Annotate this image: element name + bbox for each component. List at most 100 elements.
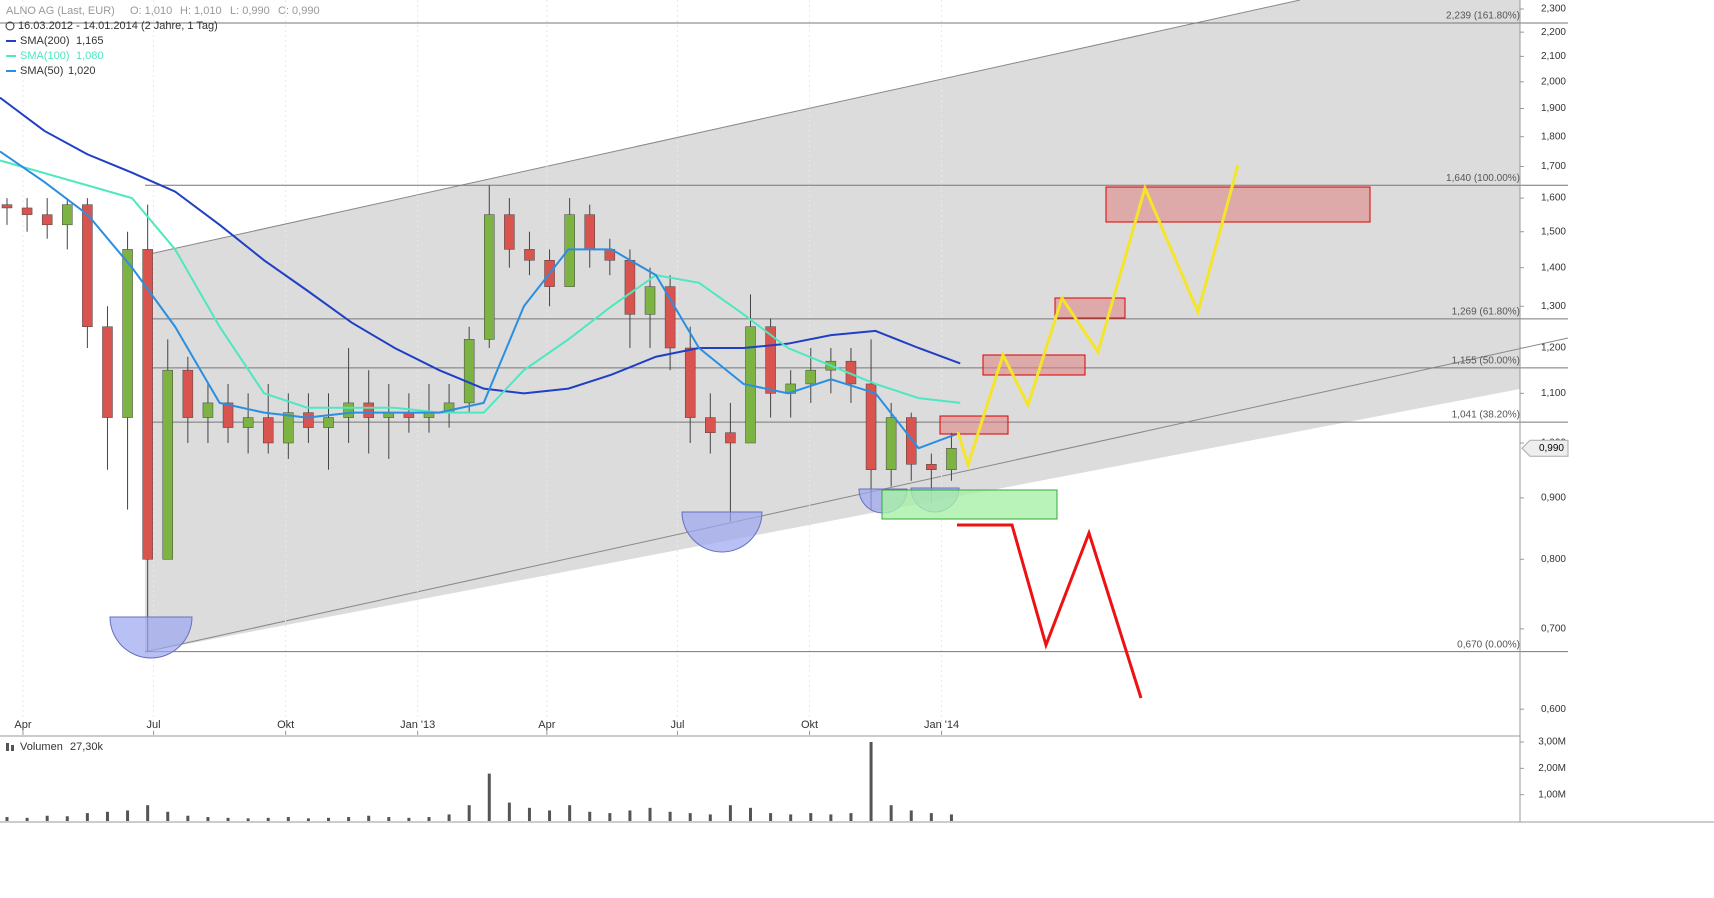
- ohlc: H: 1,010: [180, 5, 222, 17]
- volume-bar: [45, 815, 49, 821]
- candle-body: [323, 417, 334, 428]
- legend-label: SMA(100): [20, 50, 70, 62]
- candle-body: [905, 417, 917, 465]
- fib-label: 0,670 (0.00%): [1457, 639, 1520, 650]
- volume-bar: [467, 805, 471, 821]
- support-arc: [681, 511, 763, 553]
- y-tick-label: 0,800: [1541, 554, 1566, 565]
- candle-body: [262, 417, 274, 444]
- volume-bar: [628, 810, 632, 821]
- candle-body: [122, 249, 133, 418]
- volume-icon: [11, 745, 14, 751]
- volume-bar: [447, 814, 451, 821]
- volume-bar: [929, 813, 933, 821]
- volume-bar: [226, 817, 230, 821]
- volume-bar: [206, 817, 210, 821]
- volume-bar: [568, 805, 572, 821]
- channel-lower: [144, 337, 1569, 653]
- x-tick-label: Apr: [14, 719, 31, 731]
- ohlc: C: 0,990: [278, 5, 320, 17]
- header: ALNO AG (Last, EUR) O: 1,010 H: 1,010 L:…: [5, 5, 320, 32]
- candle-body: [684, 347, 696, 418]
- volume-bar: [166, 811, 170, 821]
- fib-label: 1,640 (100.00%): [1446, 173, 1520, 184]
- legend-value: 1,080: [76, 50, 104, 62]
- fib-label: 2,239 (161.80%): [1446, 11, 1520, 22]
- candle-body: [584, 214, 595, 250]
- volume-bar: [387, 817, 391, 821]
- y-tick-label: 2,000: [1541, 76, 1566, 87]
- y-tick-label: 1,400: [1541, 262, 1566, 273]
- volume-bar: [869, 742, 873, 821]
- sma-line: [0, 96, 961, 395]
- clock-icon: [5, 21, 15, 31]
- candle-body: [242, 417, 254, 428]
- candle-body: [564, 214, 575, 287]
- volume-icon: [6, 743, 9, 751]
- candle-body: [624, 260, 636, 315]
- chart-title: ALNO AG (Last, EUR): [6, 5, 115, 17]
- ohlc: O: 1,010: [130, 5, 172, 17]
- volume-bar: [608, 813, 612, 821]
- marks: 0,990: [0, 96, 1569, 821]
- volume-bar: [427, 817, 431, 821]
- volume-bar: [65, 816, 69, 821]
- y-tick-label: 1,100: [1541, 388, 1566, 399]
- volume-bar: [327, 817, 331, 821]
- volume-bar: [286, 817, 290, 821]
- fib-label: 1,269 (61.80%): [1452, 307, 1520, 318]
- candle-body: [725, 432, 736, 444]
- volume-bar: [748, 807, 752, 821]
- volume-bar: [588, 811, 592, 821]
- candle-body: [524, 249, 535, 261]
- volume-bar: [105, 811, 109, 821]
- y-tick-label: 2,200: [1541, 27, 1566, 38]
- subtitle: 16.03.2012 - 14.01.2014 (2 Jahre, 1 Tag): [18, 20, 218, 32]
- candle-body: [644, 286, 656, 315]
- target-zone: [1105, 186, 1371, 223]
- volume-bar: [829, 814, 833, 821]
- candle-body: [41, 214, 53, 226]
- volume-bar: [668, 811, 672, 821]
- candle-body: [102, 326, 113, 418]
- volume-bar: [708, 814, 712, 821]
- candle-body: [283, 412, 294, 444]
- channel-upper: [144, 0, 1301, 256]
- legend-value: 1,020: [68, 65, 96, 77]
- candle-body: [21, 207, 33, 215]
- volume-value: 27,30k: [70, 741, 104, 753]
- volume-bar: [688, 813, 692, 821]
- candle-body: [504, 214, 515, 250]
- candle-body: [363, 402, 374, 418]
- volume-bar: [507, 802, 511, 821]
- sma-line: [0, 159, 961, 414]
- y-tick-label: 1,700: [1541, 161, 1566, 172]
- x-tick-label: Okt: [277, 719, 294, 731]
- volume-bar: [367, 815, 371, 821]
- candle-body: [885, 417, 897, 470]
- volume-bar: [126, 810, 130, 821]
- candle-body: [1, 204, 13, 209]
- y-tick-label: 0,900: [1541, 493, 1566, 504]
- candle-body: [202, 402, 214, 418]
- volume-bar: [347, 817, 351, 821]
- candle-body: [865, 383, 877, 470]
- x-tick-label: Jan '13: [400, 719, 435, 731]
- fib-label: 1,041 (38.20%): [1452, 410, 1520, 421]
- y-tick-label: 2,00M: [1538, 763, 1566, 774]
- y-tick-label: 2,300: [1541, 4, 1566, 15]
- candle-body: [303, 412, 314, 428]
- volume-bar: [85, 813, 89, 821]
- volume-bar: [648, 807, 652, 821]
- volume-bar: [548, 810, 552, 821]
- legend-value: 1,165: [76, 35, 104, 47]
- legend-label: SMA(200): [20, 35, 70, 47]
- candle-body: [926, 464, 937, 470]
- x-tick-label: Jan '14: [924, 719, 959, 731]
- y-tick-label: 1,600: [1541, 193, 1566, 204]
- volume-bar: [949, 814, 953, 821]
- target-zone: [982, 354, 1086, 376]
- volume-bar: [5, 817, 9, 821]
- last-price-label: 0,990: [1539, 443, 1564, 454]
